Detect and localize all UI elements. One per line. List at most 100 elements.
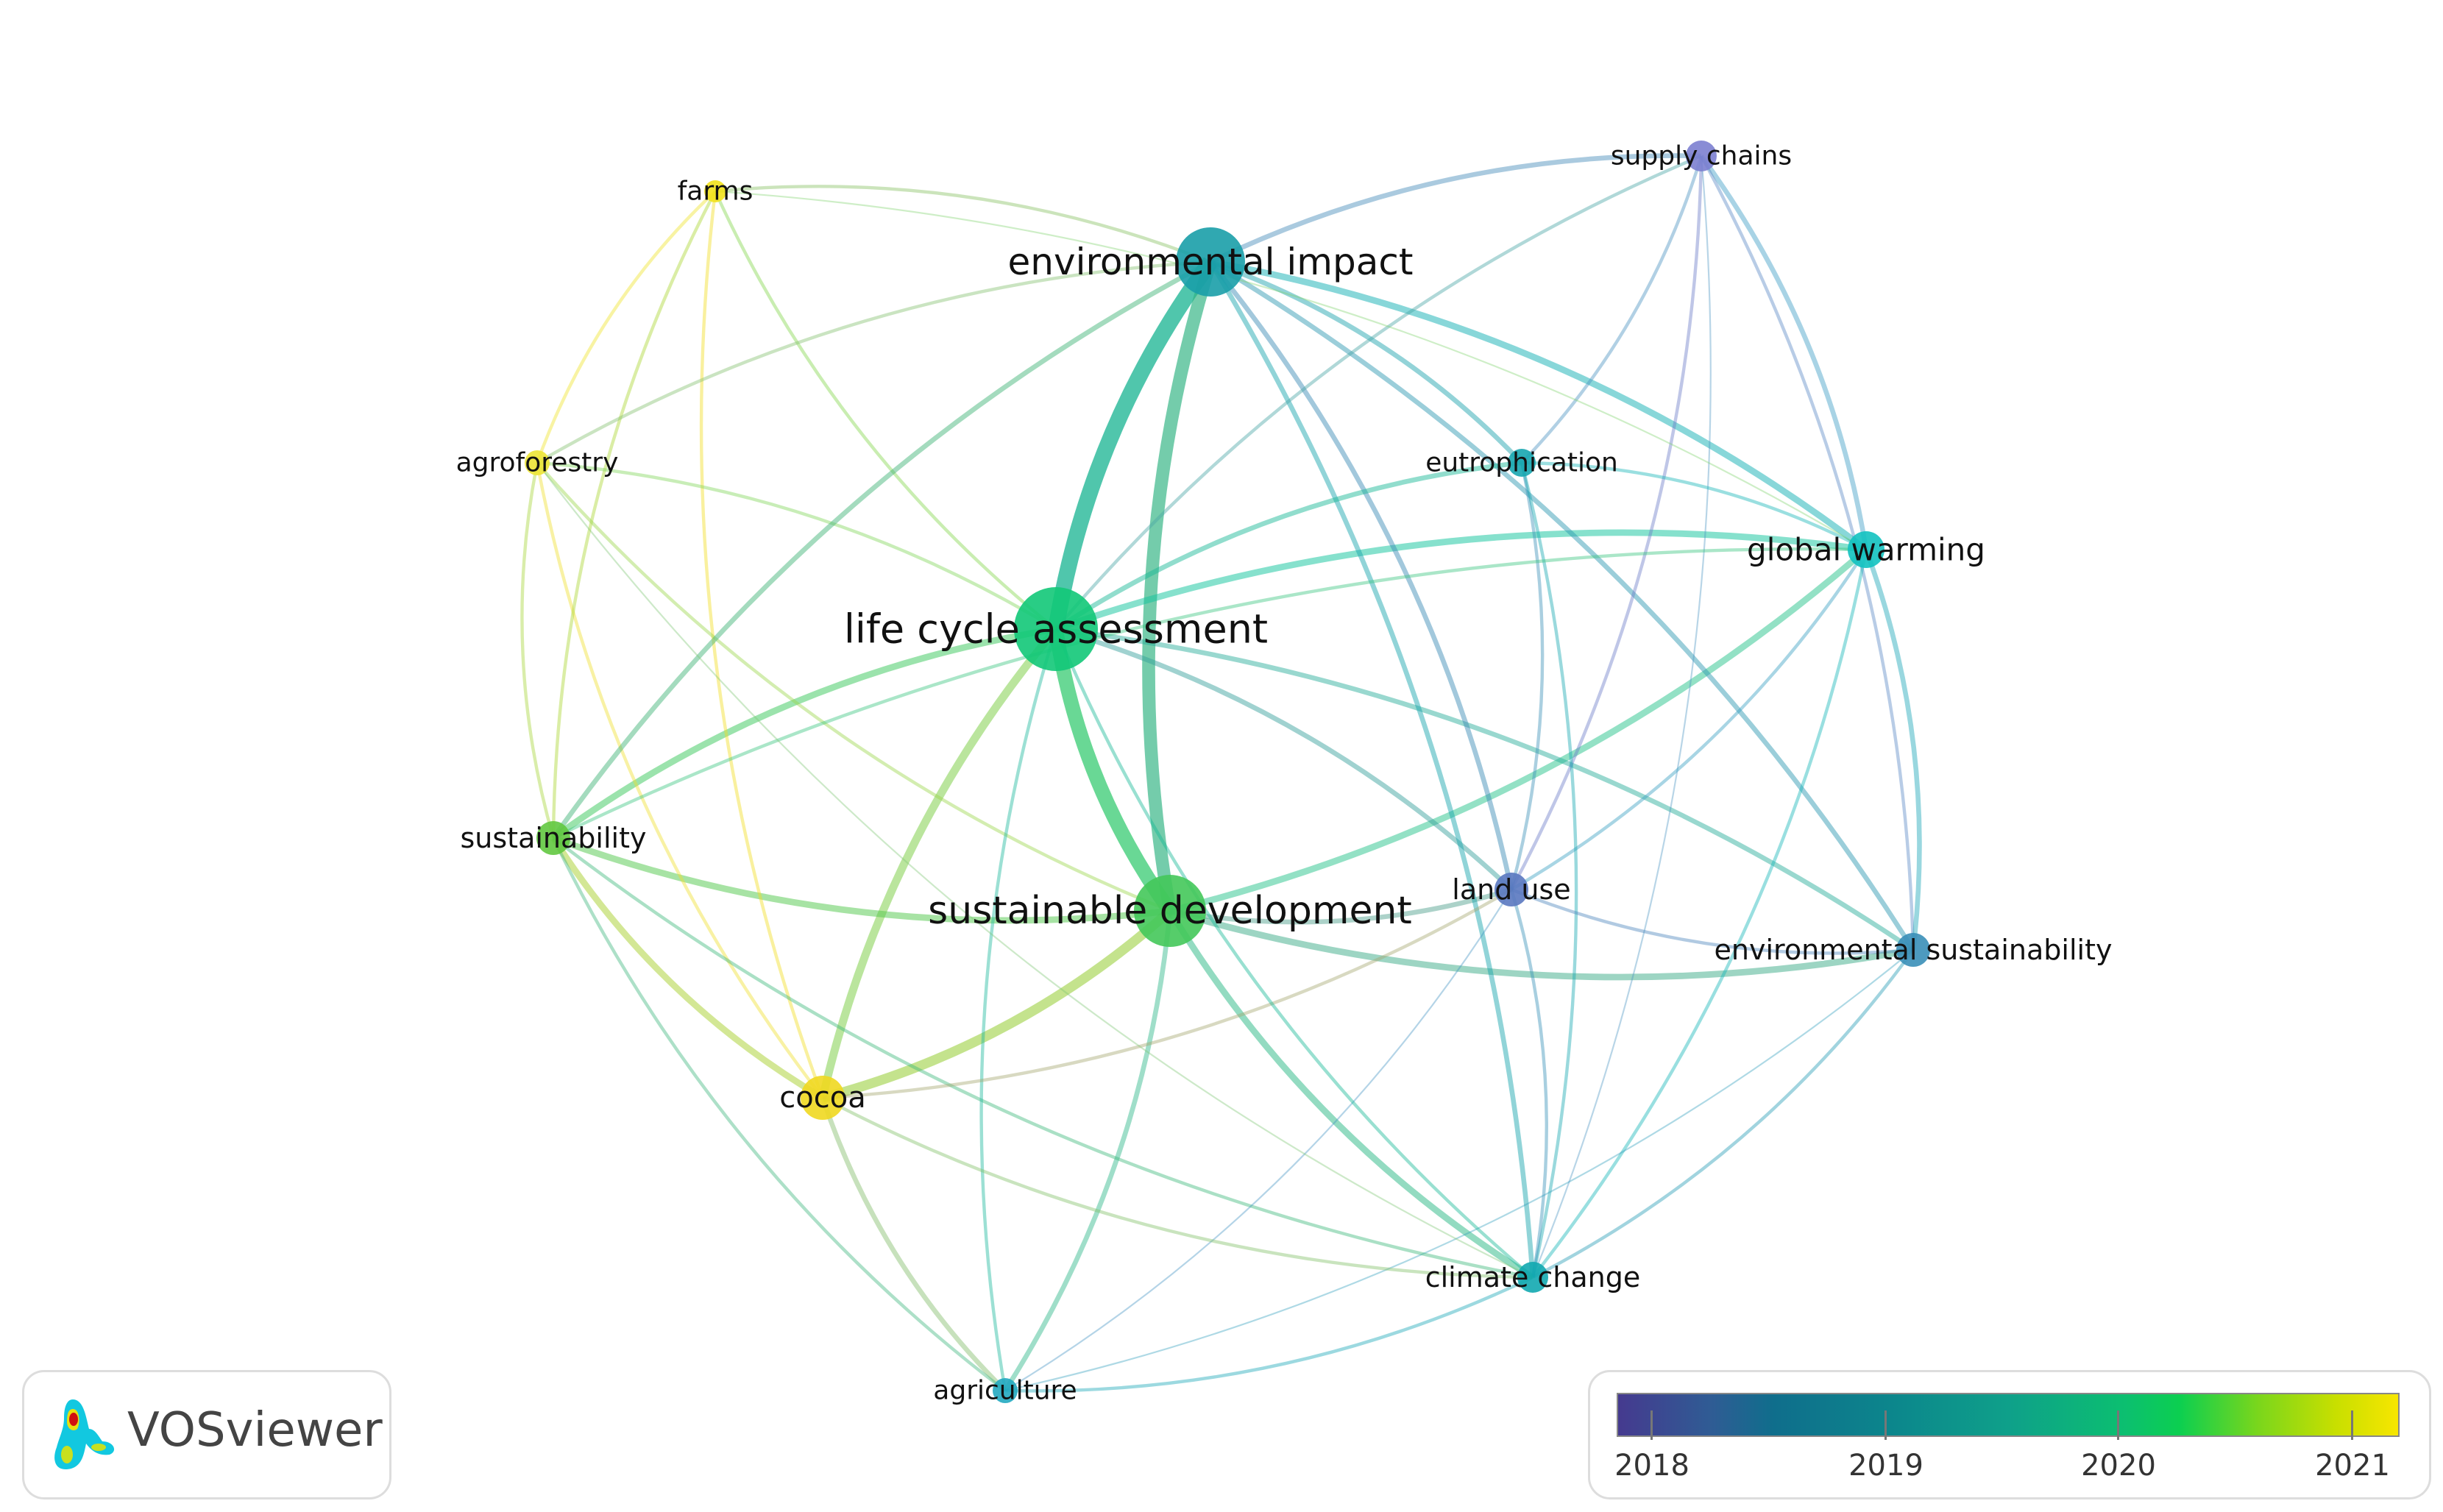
- link-environmental_impact-eutrophication: [1209, 259, 1524, 465]
- node-label-global-warming[interactable]: global warming: [1747, 532, 1985, 568]
- node-label-land-use[interactable]: land use: [1452, 873, 1570, 906]
- link-agriculture-land_use: [1004, 889, 1512, 1391]
- node-land-use[interactable]: [1494, 873, 1528, 906]
- node-label-agroforestry[interactable]: agroforestry: [456, 448, 619, 478]
- link-supply_chains-global_warming: [1699, 155, 1869, 550]
- link-life_cycle_assessment-sustainability: [551, 625, 1057, 841]
- link-eutrophication-climate_change: [1520, 462, 1578, 1278]
- link-environmental_sustainability-climate_change: [1531, 948, 1915, 1279]
- link-agroforestry-sustainability: [520, 462, 556, 839]
- link-environmental_impact-environmental_sustainability: [1209, 260, 1915, 951]
- node-sustainability[interactable]: [536, 821, 570, 855]
- node-label-sustainable-development[interactable]: sustainable development: [928, 889, 1412, 933]
- link-environmental_impact-global_warming: [1210, 258, 1868, 553]
- link-land_use-climate_change: [1509, 889, 1548, 1278]
- link-supply_chains-climate_change: [1531, 155, 1712, 1278]
- link-global_warming-environmental_sustainability: [1863, 548, 1922, 951]
- link-farms-sustainability: [551, 190, 717, 839]
- link-life_cycle_assessment-eutrophication: [1054, 460, 1522, 631]
- link-global_warming-climate_change: [1531, 549, 1868, 1279]
- link-farms-environmental_impact: [715, 185, 1211, 264]
- legend-tick: [1884, 1410, 1887, 1440]
- link-farms-global_warming: [715, 190, 1867, 550]
- node-label-climate-change[interactable]: climate change: [1425, 1261, 1641, 1293]
- link-environmental_impact-climate_change: [1208, 260, 1536, 1278]
- legend-tick-label: 2019: [1848, 1449, 1923, 1483]
- link-agroforestry-climate_change: [536, 462, 1533, 1278]
- link-life_cycle_assessment-global_warming: [1054, 529, 1867, 633]
- link-life_cycle_assessment-land_use: [1055, 626, 1514, 892]
- node-environmental-impact[interactable]: [1176, 227, 1245, 297]
- node-climate-change[interactable]: [1517, 1262, 1548, 1293]
- link-sustainable_development-sustainability: [552, 834, 1171, 924]
- node-environmental-sustainability[interactable]: [1896, 933, 1930, 967]
- link-global_warming-eutrophication: [1521, 461, 1868, 551]
- link-sustainable_development-global_warming: [1169, 547, 1868, 915]
- link-supply_chains-land_use: [1510, 155, 1703, 891]
- link-life_cycle_assessment-cocoa: [818, 626, 1060, 1099]
- link-farms-agroforestry: [535, 190, 717, 464]
- link-supply_chains-eutrophication: [1520, 155, 1703, 464]
- link-climate_change-sustainability: [552, 837, 1533, 1279]
- node-label-sustainability[interactable]: sustainability: [461, 822, 647, 854]
- node-cocoa[interactable]: [801, 1076, 845, 1120]
- link-life_cycle_assessment-environmental_sustainability: [1055, 626, 1915, 952]
- legend-gradient-bar: [1617, 1393, 2400, 1437]
- link-global_warming-land_use: [1510, 548, 1868, 891]
- link-cocoa-agriculture: [820, 1096, 1007, 1393]
- node-sustainable-development[interactable]: [1134, 875, 1206, 947]
- link-sustainable_development-environmental_sustainability: [1169, 907, 1914, 981]
- link-agroforestry-environmental_impact: [536, 260, 1211, 464]
- vosviewer-logo-icon: [54, 1399, 115, 1469]
- logo-text: VOSviewer: [127, 1403, 383, 1458]
- node-agriculture[interactable]: [993, 1378, 1018, 1403]
- node-farms[interactable]: [704, 180, 726, 202]
- link-climate_change-agriculture: [1004, 1276, 1533, 1393]
- node-label-life-cycle-assessment[interactable]: life cycle assessment: [844, 606, 1268, 653]
- labels-layer: supply chains environmental impact farms ag…: [456, 141, 2113, 1406]
- link-cocoa-land_use: [822, 888, 1513, 1100]
- link-eutrophication-land_use: [1509, 462, 1545, 890]
- node-label-environmental-sustainability[interactable]: environmental sustainability: [1715, 934, 2113, 966]
- link-sustainable_development-climate_change: [1167, 909, 1535, 1280]
- nodes-layer: [525, 141, 1930, 1403]
- link-cocoa-agroforestry: [535, 462, 824, 1099]
- link-agriculture-sustainability: [552, 837, 1007, 1392]
- link-agroforestry-life_cycle_assessment: [536, 461, 1057, 631]
- node-label-environmental-impact[interactable]: environmental impact: [1008, 241, 1414, 283]
- link-agroforestry-sustainable_development: [536, 461, 1171, 913]
- link-environmental_impact-land_use: [1208, 260, 1514, 890]
- link-life_cycle_assessment-climate_change: [1054, 628, 1534, 1279]
- link-environmental_impact-life_cycle_assessment: [1048, 257, 1217, 631]
- legend-tick-label: 2021: [2315, 1449, 2390, 1483]
- node-label-farms[interactable]: farms: [678, 177, 754, 207]
- legend-tick-label: 2018: [1614, 1449, 1689, 1483]
- node-supply-chains[interactable]: [1686, 141, 1717, 171]
- node-life-cycle-assessment[interactable]: [1014, 587, 1098, 671]
- link-cocoa-climate_change: [821, 1096, 1533, 1279]
- link-farms-life_cycle_assessment: [713, 191, 1057, 631]
- node-eutrophication[interactable]: [1508, 449, 1536, 477]
- link-land_use-environmental_sustainability: [1511, 887, 1914, 955]
- link-sustainability-environmental_impact: [551, 260, 1212, 840]
- color-legend: 2018 2019 2020 2021: [1588, 1370, 2431, 1499]
- legend-tick: [2351, 1410, 2353, 1440]
- link-agriculture-life_cycle_assessment: [979, 628, 1058, 1391]
- legend-tick-label: 2020: [2081, 1449, 2156, 1483]
- link-supply_chains-life_cycle_assessment: [1054, 154, 1702, 631]
- node-label-eutrophication[interactable]: eutrophication: [1425, 448, 1618, 478]
- node-global-warming[interactable]: [1848, 531, 1884, 568]
- vosviewer-logo: VOSviewer: [22, 1370, 391, 1499]
- link-sustainable_development-land_use: [1169, 887, 1512, 925]
- link-sustainability-global_warming: [553, 547, 1867, 840]
- link-cocoa-sustainability: [550, 836, 825, 1101]
- link-sustainable_development-cocoa: [821, 907, 1174, 1103]
- legend-tick: [2117, 1410, 2119, 1440]
- node-label-supply-chains[interactable]: supply chains: [1611, 141, 1792, 171]
- node-label-agriculture[interactable]: agriculture: [933, 1376, 1077, 1406]
- node-agroforestry[interactable]: [525, 450, 550, 475]
- link-environmental_impact-supply_chains: [1209, 153, 1702, 264]
- node-label-cocoa[interactable]: cocoa: [779, 1081, 865, 1115]
- links-layer: [520, 153, 1922, 1393]
